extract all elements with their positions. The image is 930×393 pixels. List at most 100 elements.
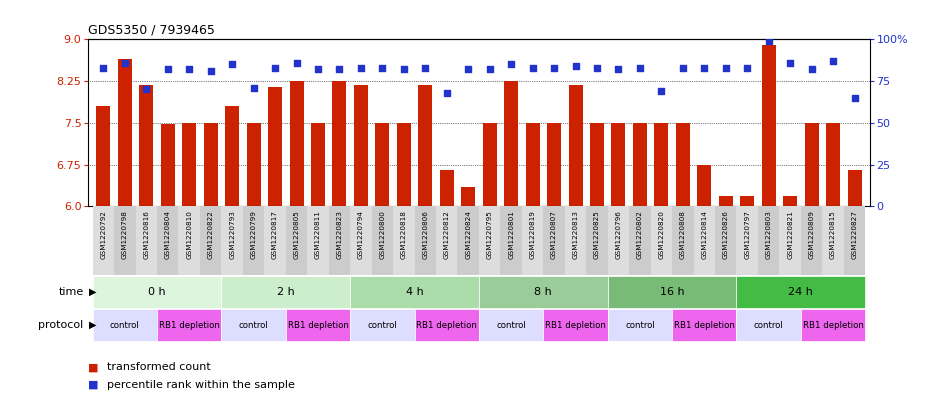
Bar [351, 309, 415, 341]
Text: GSM1220816: GSM1220816 [143, 210, 150, 259]
Text: GSM1220827: GSM1220827 [852, 210, 857, 259]
Bar [479, 309, 543, 341]
Text: GSM1220794: GSM1220794 [358, 210, 364, 259]
Point [804, 66, 819, 72]
Point [225, 61, 240, 68]
Bar [311, 123, 325, 206]
Bar [415, 309, 479, 341]
Bar [676, 123, 690, 206]
Bar [522, 206, 543, 275]
Bar [698, 165, 711, 206]
Text: time: time [59, 287, 84, 297]
Bar [479, 206, 500, 275]
Bar [351, 276, 479, 308]
Text: GSM1220825: GSM1220825 [594, 210, 600, 259]
Bar [393, 206, 415, 275]
Text: 0 h: 0 h [148, 287, 166, 297]
Bar [307, 206, 328, 275]
Text: GSM1220817: GSM1220817 [272, 210, 278, 259]
Text: GDS5350 / 7939465: GDS5350 / 7939465 [88, 24, 215, 37]
Bar [504, 81, 518, 206]
Text: control: control [625, 321, 655, 330]
Bar [440, 170, 454, 206]
Bar [114, 206, 136, 275]
Point [160, 66, 175, 72]
Bar [801, 309, 865, 341]
Text: GSM1220823: GSM1220823 [337, 210, 342, 259]
Bar [525, 123, 539, 206]
Text: 4 h: 4 h [405, 287, 423, 297]
Point [418, 64, 432, 71]
Text: 2 h: 2 h [277, 287, 295, 297]
Text: percentile rank within the sample: percentile rank within the sample [107, 380, 295, 390]
Bar [737, 276, 865, 308]
Point [654, 88, 669, 94]
Text: GSM1220811: GSM1220811 [315, 210, 321, 259]
Text: GSM1220798: GSM1220798 [122, 210, 127, 259]
Text: RB1 depletion: RB1 depletion [674, 321, 735, 330]
Bar [719, 196, 733, 206]
Bar [847, 170, 861, 206]
Bar [93, 206, 114, 275]
Text: GSM1220803: GSM1220803 [765, 210, 772, 259]
Bar [415, 206, 436, 275]
Bar [397, 123, 411, 206]
Bar [243, 206, 264, 275]
Bar [200, 206, 221, 275]
Bar [715, 206, 737, 275]
Text: GSM1220818: GSM1220818 [401, 210, 406, 259]
Bar [204, 123, 218, 206]
Bar [246, 123, 260, 206]
Point [181, 66, 196, 72]
Point [632, 64, 647, 71]
Point [204, 68, 219, 74]
Bar [97, 106, 111, 206]
Text: GSM1220799: GSM1220799 [250, 210, 257, 259]
Bar [844, 206, 865, 275]
Text: 24 h: 24 h [789, 287, 814, 297]
Text: ■: ■ [88, 380, 99, 390]
Text: GSM1220796: GSM1220796 [616, 210, 621, 259]
Point [483, 66, 498, 72]
Bar [672, 309, 737, 341]
Point [675, 64, 690, 71]
Text: control: control [367, 321, 397, 330]
Bar [182, 123, 196, 206]
Bar [458, 206, 479, 275]
Bar [672, 206, 694, 275]
Bar [779, 206, 801, 275]
Bar [136, 206, 157, 275]
Bar [740, 196, 754, 206]
Bar [822, 206, 844, 275]
Text: RB1 depletion: RB1 depletion [803, 321, 863, 330]
Point [268, 64, 283, 71]
Bar [694, 206, 715, 275]
Point [460, 66, 475, 72]
Point [783, 59, 798, 66]
Bar [479, 276, 607, 308]
Point [311, 66, 325, 72]
Bar [586, 206, 607, 275]
Point [826, 58, 841, 64]
Text: GSM1220807: GSM1220807 [551, 210, 557, 259]
Bar [268, 86, 282, 206]
Bar [565, 206, 586, 275]
Bar [783, 196, 797, 206]
Bar [118, 59, 132, 206]
Text: GSM1220822: GSM1220822 [207, 210, 214, 259]
Bar [286, 309, 351, 341]
Bar [221, 309, 286, 341]
Bar [655, 123, 669, 206]
Text: GSM1220800: GSM1220800 [379, 210, 385, 259]
Bar [633, 123, 647, 206]
Bar [140, 85, 153, 206]
Text: GSM1220809: GSM1220809 [808, 210, 815, 259]
Text: GSM1220826: GSM1220826 [723, 210, 729, 259]
Bar [737, 206, 758, 275]
Bar [804, 123, 818, 206]
Bar [461, 187, 475, 206]
Point [96, 64, 111, 71]
Bar [93, 309, 157, 341]
Point [762, 38, 777, 44]
Point [568, 63, 583, 69]
